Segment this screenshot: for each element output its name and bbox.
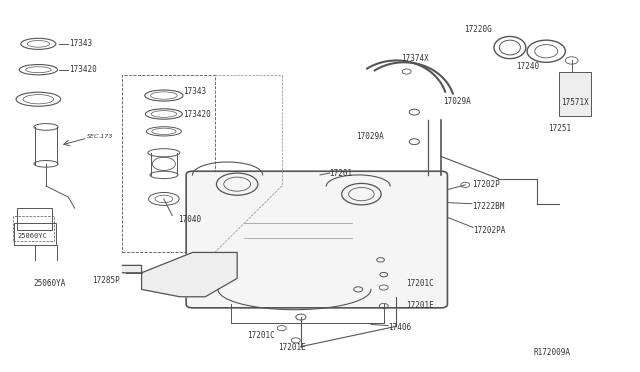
Text: 17201C: 17201C bbox=[406, 279, 434, 288]
Text: 17040: 17040 bbox=[179, 215, 202, 224]
Text: 25060YA: 25060YA bbox=[33, 279, 66, 288]
Text: 17201: 17201 bbox=[330, 169, 353, 177]
Bar bbox=[559, 71, 591, 116]
Text: 17202PA: 17202PA bbox=[473, 226, 506, 235]
Text: 17240: 17240 bbox=[516, 61, 540, 71]
Text: 17251: 17251 bbox=[548, 124, 572, 133]
Text: 17201E: 17201E bbox=[278, 343, 307, 352]
Text: 17222BM: 17222BM bbox=[472, 202, 504, 211]
Text: 17220G: 17220G bbox=[464, 25, 492, 33]
FancyBboxPatch shape bbox=[186, 171, 447, 308]
Text: 17029A: 17029A bbox=[444, 97, 472, 106]
Bar bbox=[13, 215, 54, 241]
Bar bbox=[122, 75, 215, 253]
Text: 25060YC: 25060YC bbox=[17, 233, 47, 239]
Bar bbox=[17, 208, 52, 230]
Text: 17029A: 17029A bbox=[356, 132, 384, 141]
Text: 17374X: 17374X bbox=[401, 54, 429, 63]
Text: R172009A: R172009A bbox=[534, 349, 570, 357]
Text: 17202P: 17202P bbox=[472, 180, 499, 189]
Text: 17406: 17406 bbox=[388, 323, 412, 331]
Text: 17285P: 17285P bbox=[93, 276, 120, 285]
Text: 173420: 173420 bbox=[70, 65, 97, 74]
Bar bbox=[14, 223, 56, 245]
Text: 17571X: 17571X bbox=[561, 99, 589, 108]
Text: 17201E: 17201E bbox=[406, 301, 434, 311]
Text: 173420: 173420 bbox=[183, 109, 211, 119]
Text: SEC.173: SEC.173 bbox=[88, 134, 114, 139]
Text: 17343: 17343 bbox=[183, 87, 206, 96]
Polygon shape bbox=[122, 253, 237, 297]
Text: 17343: 17343 bbox=[70, 39, 93, 48]
Text: 17201C: 17201C bbox=[246, 331, 275, 340]
